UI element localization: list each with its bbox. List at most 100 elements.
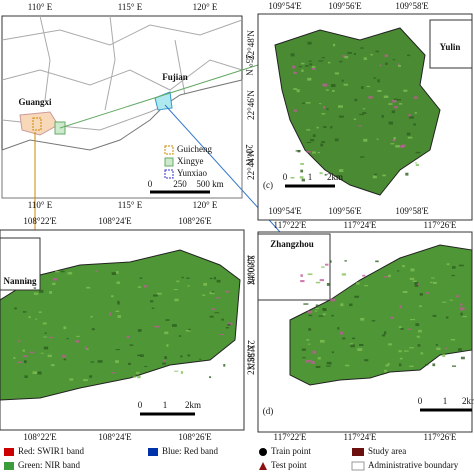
texture: [67, 272, 73, 275]
lat-label: 22°44'N: [246, 150, 256, 180]
texture: [310, 360, 315, 364]
texture: [436, 347, 441, 351]
texture: [320, 143, 324, 147]
texture: [209, 277, 213, 280]
texture: [186, 277, 190, 279]
texture: [364, 359, 369, 362]
texture: [321, 57, 325, 59]
texture: [331, 84, 336, 88]
texture: [139, 354, 144, 357]
texture: [384, 54, 389, 57]
texture: [415, 164, 419, 167]
legend-label: Blue: Red band: [162, 446, 218, 456]
texture: [202, 294, 206, 296]
scale-label: 2km: [327, 172, 343, 182]
texture: [24, 375, 28, 378]
legend-swatch: [4, 448, 14, 456]
texture: [199, 358, 202, 360]
texture: [144, 365, 148, 368]
texture: [370, 53, 373, 56]
texture: [185, 330, 191, 332]
texture: [301, 69, 304, 72]
texture: [397, 63, 401, 65]
texture: [331, 314, 334, 317]
texture: [319, 103, 322, 105]
texture: [293, 109, 298, 112]
texture: [359, 343, 364, 346]
texture: [322, 106, 326, 109]
lon-label: 115° E: [118, 2, 143, 12]
texture: [341, 79, 344, 82]
texture: [115, 310, 120, 313]
texture: [290, 176, 295, 179]
texture: [315, 365, 321, 368]
texture: [308, 60, 312, 62]
texture: [330, 298, 336, 302]
texture: [360, 47, 364, 49]
texture: [408, 116, 414, 119]
texture: [399, 305, 402, 309]
texture: [326, 365, 331, 367]
texture: [39, 289, 44, 293]
texture: [402, 290, 408, 293]
texture: [326, 108, 329, 111]
texture: [221, 318, 224, 321]
texture: [376, 138, 379, 140]
texture: [306, 141, 312, 144]
texture: [410, 268, 415, 272]
texture: [33, 287, 37, 289]
texture: [339, 60, 343, 63]
lon-label: 108°24'E: [98, 216, 132, 226]
boundaries: [1, 15, 243, 131]
texture: [312, 151, 316, 154]
legend-label: Administrative boundary: [368, 460, 459, 470]
texture: [35, 318, 38, 320]
texture: [30, 351, 35, 354]
lon-label: 115° E: [118, 200, 143, 210]
texture: [315, 307, 320, 310]
place-label: Fujian: [162, 72, 188, 82]
lon-label: 108°26'E: [178, 216, 212, 226]
texture: [324, 173, 327, 176]
texture: [133, 375, 136, 378]
texture: [22, 355, 28, 358]
texture: [332, 90, 335, 92]
texture: [337, 105, 343, 108]
texture: [178, 335, 182, 337]
texture: [341, 273, 347, 276]
texture: [382, 174, 386, 177]
texture: [377, 90, 382, 92]
texture: [388, 121, 393, 125]
texture: [137, 375, 141, 379]
texture: [307, 343, 311, 345]
texture: [394, 105, 398, 109]
texture: [318, 60, 324, 62]
texture: [362, 108, 366, 110]
texture: [460, 303, 463, 306]
texture: [51, 364, 55, 367]
texture: [409, 365, 414, 368]
connector: [59, 64, 259, 129]
texture: [414, 284, 419, 287]
legend-label: Train point: [271, 446, 311, 456]
lat-label: 22°46'N: [246, 90, 256, 120]
texture: [312, 350, 317, 354]
texture: [292, 65, 296, 69]
texture: [387, 343, 392, 346]
texture: [359, 113, 365, 116]
texture: [90, 361, 95, 363]
texture: [414, 96, 418, 99]
texture: [43, 336, 48, 338]
texture: [344, 260, 347, 262]
texture: [311, 66, 316, 68]
texture: [398, 103, 403, 105]
texture: [126, 335, 130, 339]
texture: [47, 354, 52, 358]
texture: [326, 282, 331, 286]
texture: [311, 68, 316, 70]
texture: [187, 285, 190, 287]
texture: [302, 357, 306, 359]
texture: [432, 314, 437, 317]
inset: [0, 237, 41, 291]
legend-swatch: [351, 461, 365, 471]
